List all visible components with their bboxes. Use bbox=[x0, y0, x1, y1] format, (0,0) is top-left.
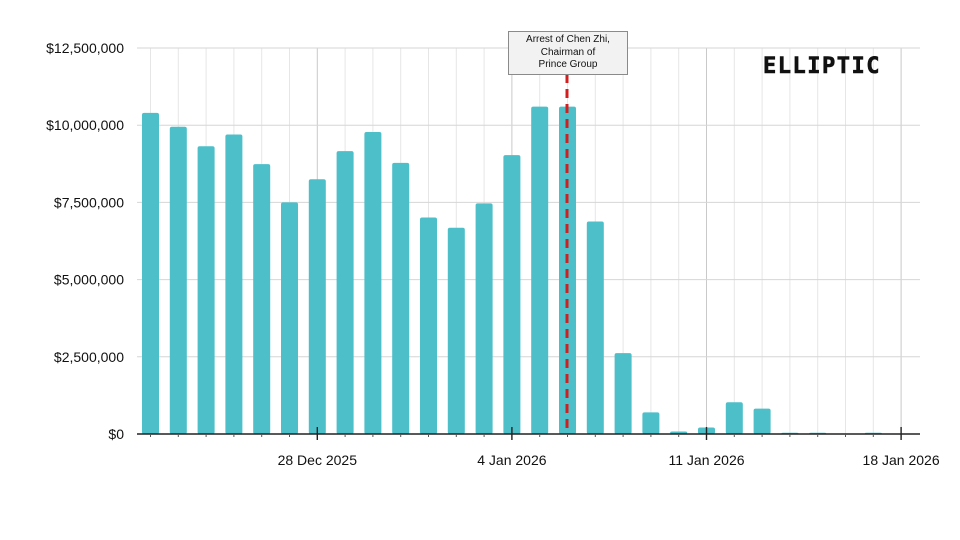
annotation-line-1: Arrest of Chen Zhi, bbox=[526, 34, 610, 45]
bar bbox=[142, 112, 159, 435]
y-tick-label: $7,500,000 bbox=[54, 194, 124, 210]
y-tick-label: $5,000,000 bbox=[54, 272, 124, 288]
bar bbox=[642, 412, 660, 434]
y-tick-label: $10,000,000 bbox=[46, 117, 124, 133]
y-axis-labels: $0 $2,500,000 $5,000,000 $7,500,000 $10,000,… bbox=[46, 40, 124, 442]
x-tick-label: 4 Jan 2026 bbox=[477, 452, 546, 468]
annotation-line-3: Prince Group bbox=[538, 59, 598, 70]
bar bbox=[420, 217, 437, 434]
y-tick-label: $0 bbox=[108, 426, 124, 442]
bar bbox=[308, 179, 326, 434]
bar bbox=[197, 146, 215, 434]
bar bbox=[336, 151, 354, 434]
bar bbox=[225, 134, 243, 435]
y-tick-label: $2,500,000 bbox=[54, 349, 124, 365]
bar bbox=[447, 227, 465, 434]
bar bbox=[169, 126, 187, 434]
bar bbox=[281, 202, 298, 434]
bar bbox=[725, 402, 743, 434]
bar bbox=[586, 221, 604, 434]
bar bbox=[614, 353, 632, 434]
event-annotation: Arrest of Chen Zhi, Chairman of Prince G… bbox=[508, 31, 628, 75]
bar bbox=[364, 131, 382, 435]
x-axis-labels: 28 Dec 2025 4 Jan 2026 11 Jan 2026 18 Jan 2… bbox=[278, 452, 940, 468]
bar bbox=[392, 162, 410, 434]
bar bbox=[753, 408, 771, 434]
bars-layer bbox=[142, 106, 910, 435]
y-tick-label: $12,500,000 bbox=[46, 40, 124, 56]
x-tick-label: 18 Jan 2026 bbox=[863, 452, 940, 468]
bar bbox=[531, 106, 549, 434]
x-tick-label: 11 Jan 2026 bbox=[668, 452, 744, 468]
bar bbox=[253, 164, 271, 434]
x-tick-label: 28 Dec 2025 bbox=[278, 452, 358, 468]
annotation-line-2: Chairman of bbox=[540, 46, 596, 58]
bar bbox=[503, 155, 521, 434]
axis-layer bbox=[137, 427, 920, 440]
bar bbox=[475, 203, 493, 434]
elliptic-logo: ELLIPTIC bbox=[763, 54, 881, 80]
